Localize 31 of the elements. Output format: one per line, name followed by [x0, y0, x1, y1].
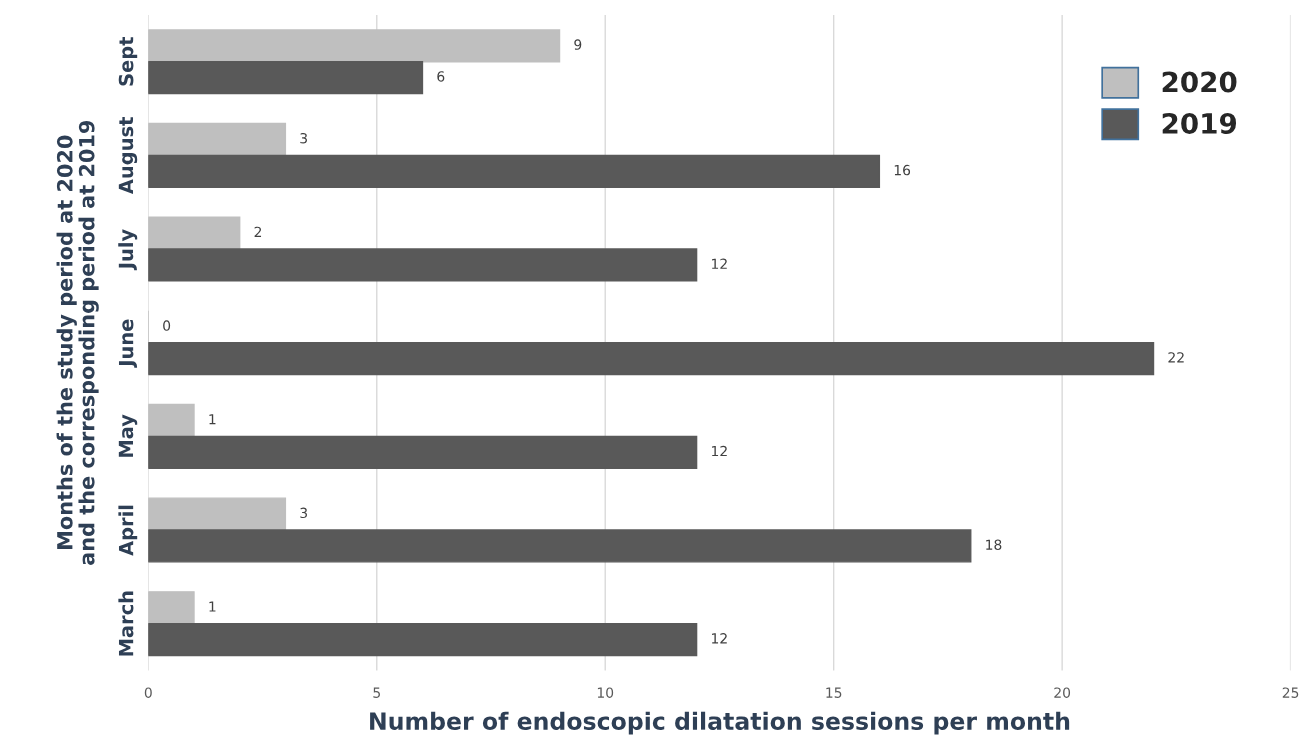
data-label: 18 — [986, 539, 1002, 550]
x-tick-label: 20 — [1054, 687, 1071, 698]
y-tick-label: Sept — [118, 36, 138, 86]
x-tick-label: 25 — [1282, 687, 1299, 698]
data-label: 1 — [209, 601, 216, 612]
data-label: 12 — [712, 633, 727, 644]
y-tick-label: July — [118, 229, 138, 271]
x-tick-label: 15 — [826, 687, 842, 698]
data-label: 16 — [894, 164, 911, 176]
data-label: 22 — [1168, 352, 1184, 363]
data-label: 3 — [300, 507, 307, 519]
legend-label: 2019 — [1162, 112, 1237, 134]
x-tick-label: 5 — [373, 687, 380, 698]
data-label: 6 — [437, 71, 445, 82]
data-label: 3 — [300, 132, 307, 144]
y-axis-title: Months of the study period at 2020 and the corresponding period at 2019 — [56, 120, 99, 565]
x-axis-title: Number of endoscopic dilatation sessions per month — [370, 711, 1070, 735]
data-label: 2 — [254, 226, 262, 237]
y-tick-label: May — [118, 414, 138, 457]
data-label: 1 — [209, 414, 216, 425]
y-tick-label: March — [118, 591, 134, 656]
y-tick-label: April — [118, 505, 138, 556]
data-label: 12 — [712, 445, 727, 457]
data-label: 12 — [712, 258, 727, 269]
data-label: 9 — [574, 39, 582, 50]
y-tick-label: August — [118, 117, 138, 195]
x-tick-label: 10 — [597, 687, 614, 698]
x-tick-label: 0 — [144, 687, 152, 698]
y-tick-label: June — [118, 319, 138, 368]
data-label: 0 — [163, 320, 171, 331]
legend-label: 2020 — [1162, 71, 1237, 93]
